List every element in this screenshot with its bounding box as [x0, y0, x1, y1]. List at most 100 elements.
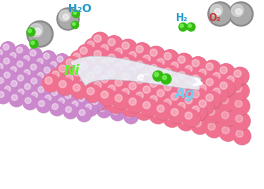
Circle shape — [224, 74, 242, 91]
Circle shape — [8, 64, 22, 78]
Circle shape — [177, 98, 194, 115]
Circle shape — [97, 91, 111, 105]
Circle shape — [176, 100, 192, 117]
Circle shape — [134, 43, 151, 60]
Circle shape — [37, 73, 44, 78]
Circle shape — [148, 62, 165, 79]
Circle shape — [70, 66, 87, 83]
Circle shape — [73, 11, 79, 18]
Circle shape — [232, 83, 249, 100]
Circle shape — [2, 70, 16, 84]
Circle shape — [205, 91, 222, 108]
Circle shape — [210, 85, 228, 102]
Circle shape — [50, 102, 64, 116]
Circle shape — [185, 66, 192, 73]
Circle shape — [23, 96, 37, 110]
Circle shape — [10, 53, 16, 58]
Circle shape — [2, 56, 16, 70]
Circle shape — [18, 88, 24, 94]
Circle shape — [85, 90, 91, 96]
Circle shape — [78, 82, 84, 88]
Circle shape — [57, 78, 74, 95]
Circle shape — [68, 57, 82, 71]
Circle shape — [31, 77, 37, 83]
Circle shape — [85, 54, 102, 71]
Circle shape — [28, 29, 31, 32]
Circle shape — [196, 67, 214, 84]
Circle shape — [77, 108, 91, 122]
Circle shape — [141, 68, 158, 85]
Circle shape — [31, 41, 34, 44]
Circle shape — [162, 97, 178, 114]
Circle shape — [101, 76, 108, 83]
Circle shape — [110, 93, 124, 107]
Circle shape — [56, 96, 70, 110]
Circle shape — [4, 85, 11, 91]
Circle shape — [15, 45, 29, 59]
Circle shape — [84, 62, 90, 68]
Circle shape — [84, 76, 91, 81]
Circle shape — [135, 88, 152, 105]
Circle shape — [22, 54, 36, 68]
Circle shape — [191, 87, 208, 104]
Circle shape — [190, 73, 207, 90]
Circle shape — [70, 84, 84, 98]
Circle shape — [236, 130, 243, 137]
Circle shape — [115, 94, 122, 102]
Circle shape — [82, 74, 97, 88]
Circle shape — [78, 45, 95, 62]
Circle shape — [210, 4, 222, 16]
Circle shape — [219, 109, 237, 126]
Circle shape — [59, 97, 64, 102]
Circle shape — [0, 53, 2, 67]
Circle shape — [191, 102, 208, 119]
Circle shape — [183, 110, 200, 127]
Circle shape — [36, 84, 50, 98]
Circle shape — [96, 77, 110, 91]
Circle shape — [68, 57, 82, 71]
Circle shape — [178, 56, 185, 63]
Circle shape — [43, 91, 57, 105]
Circle shape — [97, 90, 111, 104]
Circle shape — [0, 67, 3, 81]
Circle shape — [211, 70, 228, 88]
Circle shape — [162, 81, 179, 98]
Circle shape — [0, 64, 3, 70]
Circle shape — [2, 56, 16, 70]
Circle shape — [164, 53, 171, 60]
Circle shape — [43, 92, 57, 106]
Circle shape — [35, 57, 49, 70]
Circle shape — [177, 114, 195, 130]
Circle shape — [183, 64, 200, 81]
Circle shape — [151, 79, 158, 86]
Circle shape — [185, 81, 192, 88]
Circle shape — [148, 62, 166, 79]
Circle shape — [162, 50, 178, 67]
Circle shape — [234, 70, 241, 77]
Circle shape — [70, 59, 77, 65]
Circle shape — [215, 9, 221, 15]
Circle shape — [162, 50, 179, 67]
Circle shape — [162, 65, 179, 82]
Circle shape — [191, 102, 208, 119]
Circle shape — [232, 4, 243, 16]
Circle shape — [120, 40, 137, 57]
Circle shape — [171, 77, 178, 85]
Circle shape — [97, 90, 111, 104]
Circle shape — [134, 59, 150, 75]
Circle shape — [17, 47, 22, 53]
Circle shape — [82, 60, 96, 74]
Circle shape — [97, 91, 111, 105]
Circle shape — [182, 63, 200, 80]
Circle shape — [1, 42, 15, 56]
Circle shape — [110, 93, 124, 107]
Circle shape — [87, 57, 94, 64]
Circle shape — [78, 60, 95, 77]
Circle shape — [124, 102, 131, 109]
Circle shape — [121, 70, 138, 87]
Circle shape — [77, 94, 91, 108]
Circle shape — [0, 48, 9, 62]
Circle shape — [178, 71, 186, 78]
Circle shape — [197, 67, 214, 84]
Circle shape — [169, 106, 186, 123]
